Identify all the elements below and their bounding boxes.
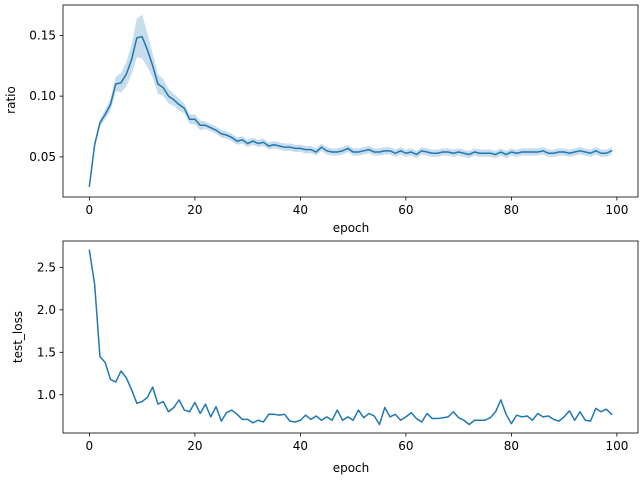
- test-loss-y-tick-label: 1.5: [37, 345, 56, 359]
- ratio-y-tick-label: 0.15: [29, 28, 56, 42]
- ratio-x-tick-label: 80: [504, 203, 519, 217]
- ratio-y-tick-label: 0.10: [29, 89, 56, 103]
- ratio-confidence-band: [89, 14, 612, 189]
- ratio-series-line: [88, 35, 613, 187]
- test-loss-x-tick-label: 0: [86, 439, 94, 453]
- test-loss-x-axis-label: epoch: [333, 461, 370, 475]
- ratio-x-tick-label: 40: [293, 203, 308, 217]
- ratio-y-axis-label: ratio: [4, 86, 18, 114]
- test-loss-y-tick-label: 1.0: [37, 388, 56, 402]
- ratio-y-tick-label: 0.05: [29, 150, 56, 164]
- test-loss-x-tick-label: 20: [187, 439, 202, 453]
- test-loss-x-tick-label: 80: [504, 439, 519, 453]
- ratio-x-tick-label: 100: [605, 203, 628, 217]
- test-loss-subplot: test_loss epoch 0 20 40 60 80 100 1.0 1.5 2.0 2.5: [11, 240, 639, 475]
- test-loss-x-tick-label: 60: [398, 439, 413, 453]
- test-loss-y-axis-label: test_loss: [11, 311, 25, 363]
- ratio-axes-frame: [62, 4, 639, 198]
- ratio-x-tick-label: 60: [398, 203, 413, 217]
- ratio-x-axis-label: epoch: [333, 221, 370, 235]
- test-loss-y-tick-label: 2.5: [37, 260, 56, 274]
- ratio-x-tick-label: 20: [187, 203, 202, 217]
- ratio-x-tick-label: 0: [86, 203, 94, 217]
- test-loss-x-tick-label: 100: [605, 439, 628, 453]
- test-loss-series-line: [88, 249, 613, 426]
- test-loss-y-tick-label: 2.0: [37, 303, 56, 317]
- test-loss-x-tick-label: 40: [293, 439, 308, 453]
- ratio-subplot: ratio epoch 0 20 40 60 80 100 0.05 0.10 0.15: [4, 4, 639, 235]
- test-loss-axes-frame: [62, 240, 639, 434]
